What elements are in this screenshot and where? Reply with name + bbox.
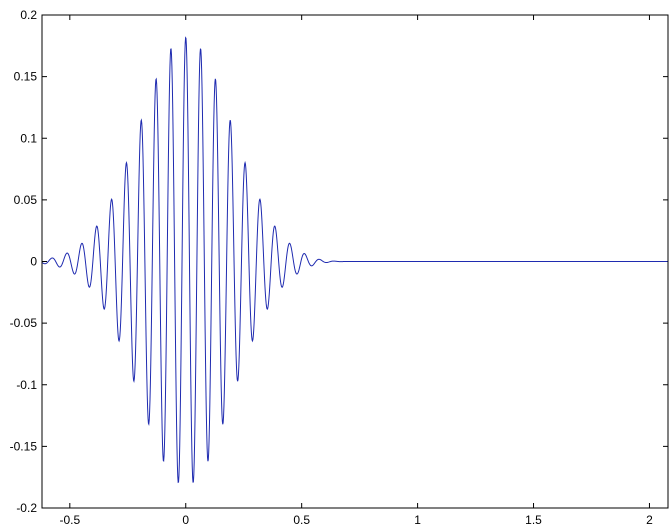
x-tick-label: 1 bbox=[414, 513, 421, 527]
series-line bbox=[41, 36, 668, 484]
y-tick-label: 0.15 bbox=[14, 70, 38, 84]
plot-frame bbox=[41, 14, 669, 509]
y-tick-label: 0 bbox=[30, 255, 37, 269]
x-tick-label: 0.5 bbox=[293, 513, 310, 527]
x-tick-label: 0 bbox=[182, 513, 189, 527]
tick-labels: -0.5 0 0.5 1 1.5 2 0.2 0.15 0.1 0.05 0 -0.05 -0.1 -0.… bbox=[10, 8, 653, 527]
y-tick-label: 0.1 bbox=[20, 131, 37, 145]
y-tick-label: -0.05 bbox=[10, 316, 38, 330]
y-tick-label: -0.15 bbox=[10, 439, 38, 453]
y-tick-label: -0.2 bbox=[16, 501, 37, 515]
x-tick-label: 2 bbox=[646, 513, 653, 527]
y-tick-label: -0.1 bbox=[16, 378, 37, 392]
y-tick-label: 0.05 bbox=[14, 193, 38, 207]
y-tick-label: 0.2 bbox=[20, 8, 37, 22]
x-tick-label: -0.5 bbox=[59, 513, 80, 527]
x-tick-label: 1.5 bbox=[525, 513, 542, 527]
